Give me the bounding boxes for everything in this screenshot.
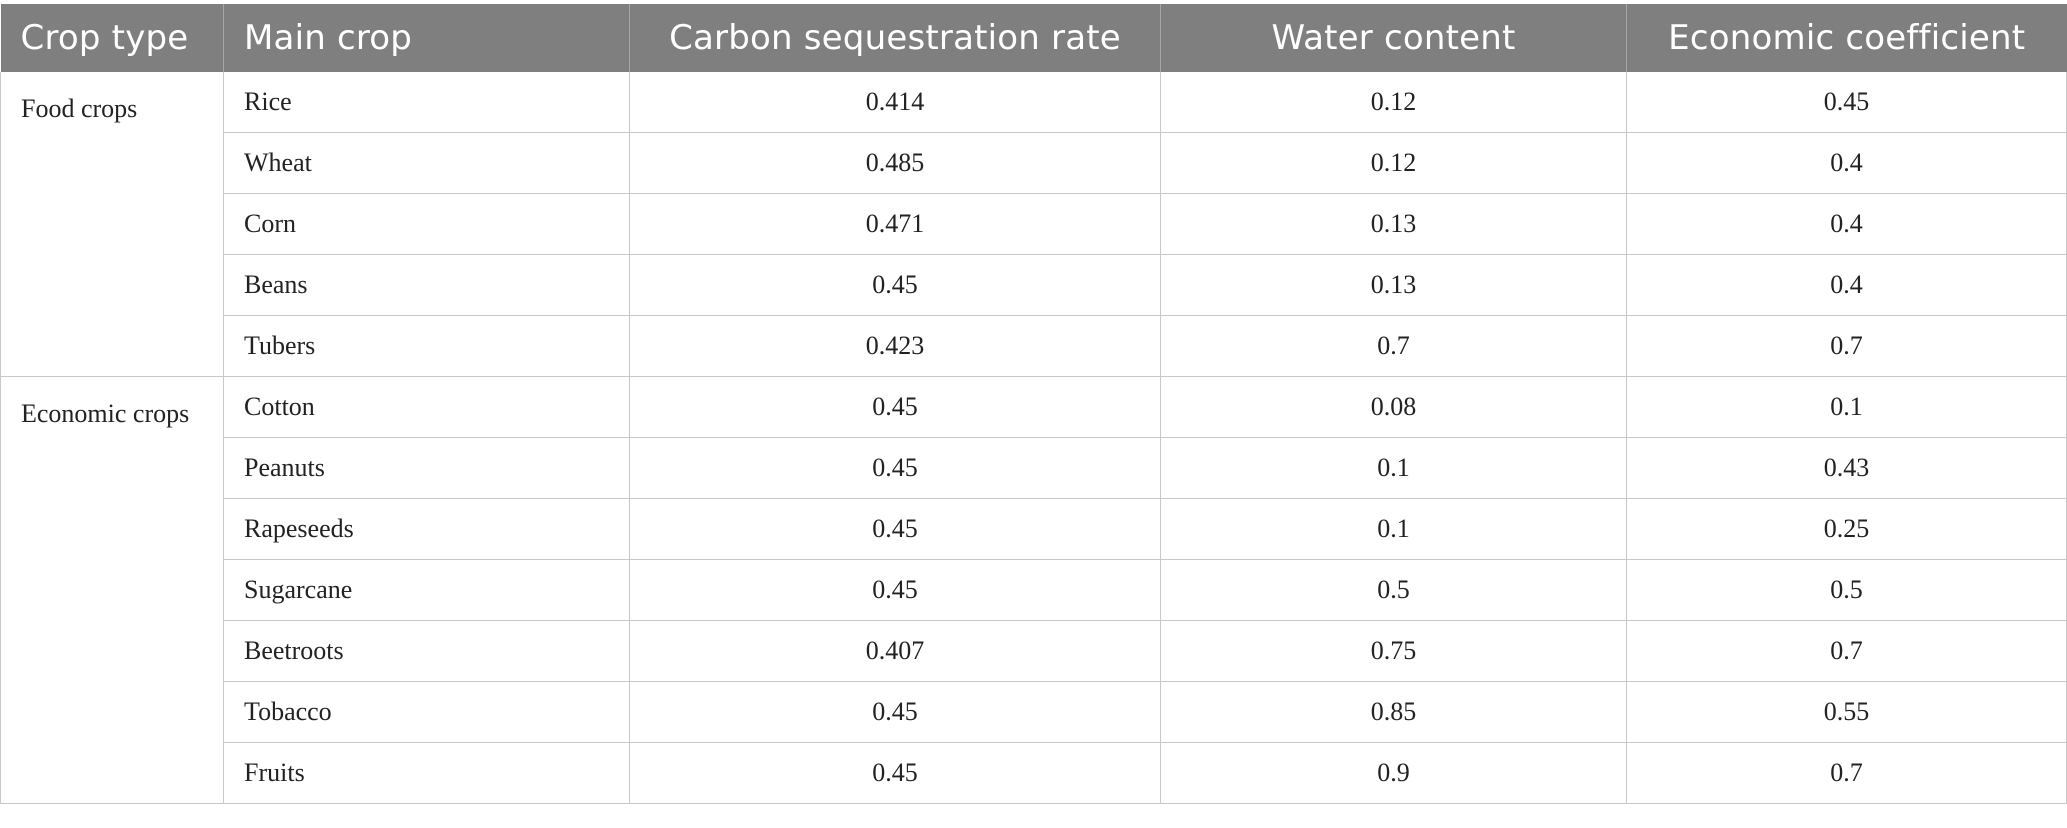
- water-content-cell: 0.13: [1160, 254, 1627, 316]
- carbon-sequestration-rate-cell: 0.45: [629, 559, 1161, 621]
- table-row: Beetroots 0.407 0.75 0.7: [1, 620, 2067, 682]
- water-content-cell: 0.08: [1160, 376, 1627, 438]
- crop-coefficients-table-container: Crop type Main crop Carbon sequestration…: [0, 4, 2067, 804]
- water-content-cell: 0.7: [1160, 315, 1627, 377]
- economic-coefficient-cell: 0.4: [1626, 193, 2067, 255]
- carbon-sequestration-rate-cell: 0.45: [629, 681, 1161, 743]
- table-row: Peanuts 0.45 0.1 0.43: [1, 437, 2067, 499]
- main-crop-cell: Cotton: [223, 376, 630, 438]
- water-content-cell: 0.13: [1160, 193, 1627, 255]
- economic-coefficient-cell: 0.4: [1626, 132, 2067, 194]
- water-content-cell: 0.12: [1160, 132, 1627, 194]
- header-economic-coefficient: Economic coefficient: [1626, 4, 2067, 72]
- economic-coefficient-cell: 0.7: [1626, 315, 2067, 377]
- table-body: Food crops Rice 0.414 0.12 0.45 Wheat 0.485 0.1…: [0, 72, 2067, 804]
- table-row: Wheat 0.485 0.12 0.4: [1, 132, 2067, 194]
- header-row: Crop type Main crop Carbon sequestration…: [0, 4, 2067, 72]
- table-row: Fruits 0.45 0.9 0.7: [1, 742, 2067, 804]
- water-content-cell: 0.9: [1160, 742, 1627, 804]
- carbon-sequestration-rate-cell: 0.45: [629, 498, 1161, 560]
- crop-coefficients-table: Crop type Main crop Carbon sequestration…: [0, 4, 2067, 804]
- economic-coefficient-cell: 0.7: [1626, 620, 2067, 682]
- carbon-sequestration-rate-cell: 0.471: [629, 193, 1161, 255]
- table-row: Corn 0.471 0.13 0.4: [1, 193, 2067, 255]
- carbon-sequestration-rate-cell: 0.423: [629, 315, 1161, 377]
- header-carbon-sequestration-rate: Carbon sequestration rate: [629, 4, 1161, 72]
- economic-coefficient-cell: 0.7: [1626, 742, 2067, 804]
- table-row: Sugarcane 0.45 0.5 0.5: [1, 559, 2067, 621]
- economic-coefficient-cell: 0.25: [1626, 498, 2067, 560]
- crop-type-cell: Food crops: [0, 72, 224, 377]
- table-header: Crop type Main crop Carbon sequestration…: [0, 4, 2067, 72]
- water-content-cell: 0.85: [1160, 681, 1627, 743]
- main-crop-cell: Rapeseeds: [223, 498, 630, 560]
- carbon-sequestration-rate-cell: 0.45: [629, 437, 1161, 499]
- carbon-sequestration-rate-cell: 0.45: [629, 254, 1161, 316]
- economic-coefficient-cell: 0.45: [1626, 72, 2067, 133]
- economic-coefficient-cell: 0.55: [1626, 681, 2067, 743]
- carbon-sequestration-rate-cell: 0.485: [629, 132, 1161, 194]
- carbon-sequestration-rate-cell: 0.414: [629, 72, 1161, 133]
- carbon-sequestration-rate-cell: 0.45: [629, 742, 1161, 804]
- main-crop-cell: Tobacco: [223, 681, 630, 743]
- main-crop-cell: Peanuts: [223, 437, 630, 499]
- main-crop-cell: Rice: [223, 72, 630, 133]
- main-crop-cell: Sugarcane: [223, 559, 630, 621]
- water-content-cell: 0.12: [1160, 72, 1627, 133]
- water-content-cell: 0.5: [1160, 559, 1627, 621]
- table-row: Rapeseeds 0.45 0.1 0.25: [1, 498, 2067, 560]
- water-content-cell: 0.1: [1160, 498, 1627, 560]
- economic-coefficient-cell: 0.1: [1626, 376, 2067, 438]
- table-row: Tubers 0.423 0.7 0.7: [1, 315, 2067, 377]
- table-row: Food crops Rice 0.414 0.12 0.45: [0, 72, 2067, 377]
- carbon-sequestration-rate-cell: 0.45: [629, 376, 1161, 438]
- water-content-cell: 0.75: [1160, 620, 1627, 682]
- water-content-cell: 0.1: [1160, 437, 1627, 499]
- main-crop-cell: Beans: [223, 254, 630, 316]
- header-water-content: Water content: [1160, 4, 1627, 72]
- economic-coefficient-cell: 0.43: [1626, 437, 2067, 499]
- header-crop-type: Crop type: [0, 4, 224, 72]
- carbon-sequestration-rate-cell: 0.407: [629, 620, 1161, 682]
- main-crop-cell: Tubers: [223, 315, 630, 377]
- main-crop-cell: Wheat: [223, 132, 630, 194]
- main-crop-cell: Corn: [223, 193, 630, 255]
- table-row: Economic crops Cotton 0.45 0.08 0.1: [0, 376, 2067, 804]
- main-crop-cell: Fruits: [223, 742, 630, 804]
- table-row: Tobacco 0.45 0.85 0.55: [1, 681, 2067, 743]
- table-row: Beans 0.45 0.13 0.4: [1, 254, 2067, 316]
- economic-coefficient-cell: 0.4: [1626, 254, 2067, 316]
- header-main-crop: Main crop: [223, 4, 630, 72]
- economic-coefficient-cell: 0.5: [1626, 559, 2067, 621]
- main-crop-cell: Beetroots: [223, 620, 630, 682]
- crop-type-cell: Economic crops: [0, 376, 224, 804]
